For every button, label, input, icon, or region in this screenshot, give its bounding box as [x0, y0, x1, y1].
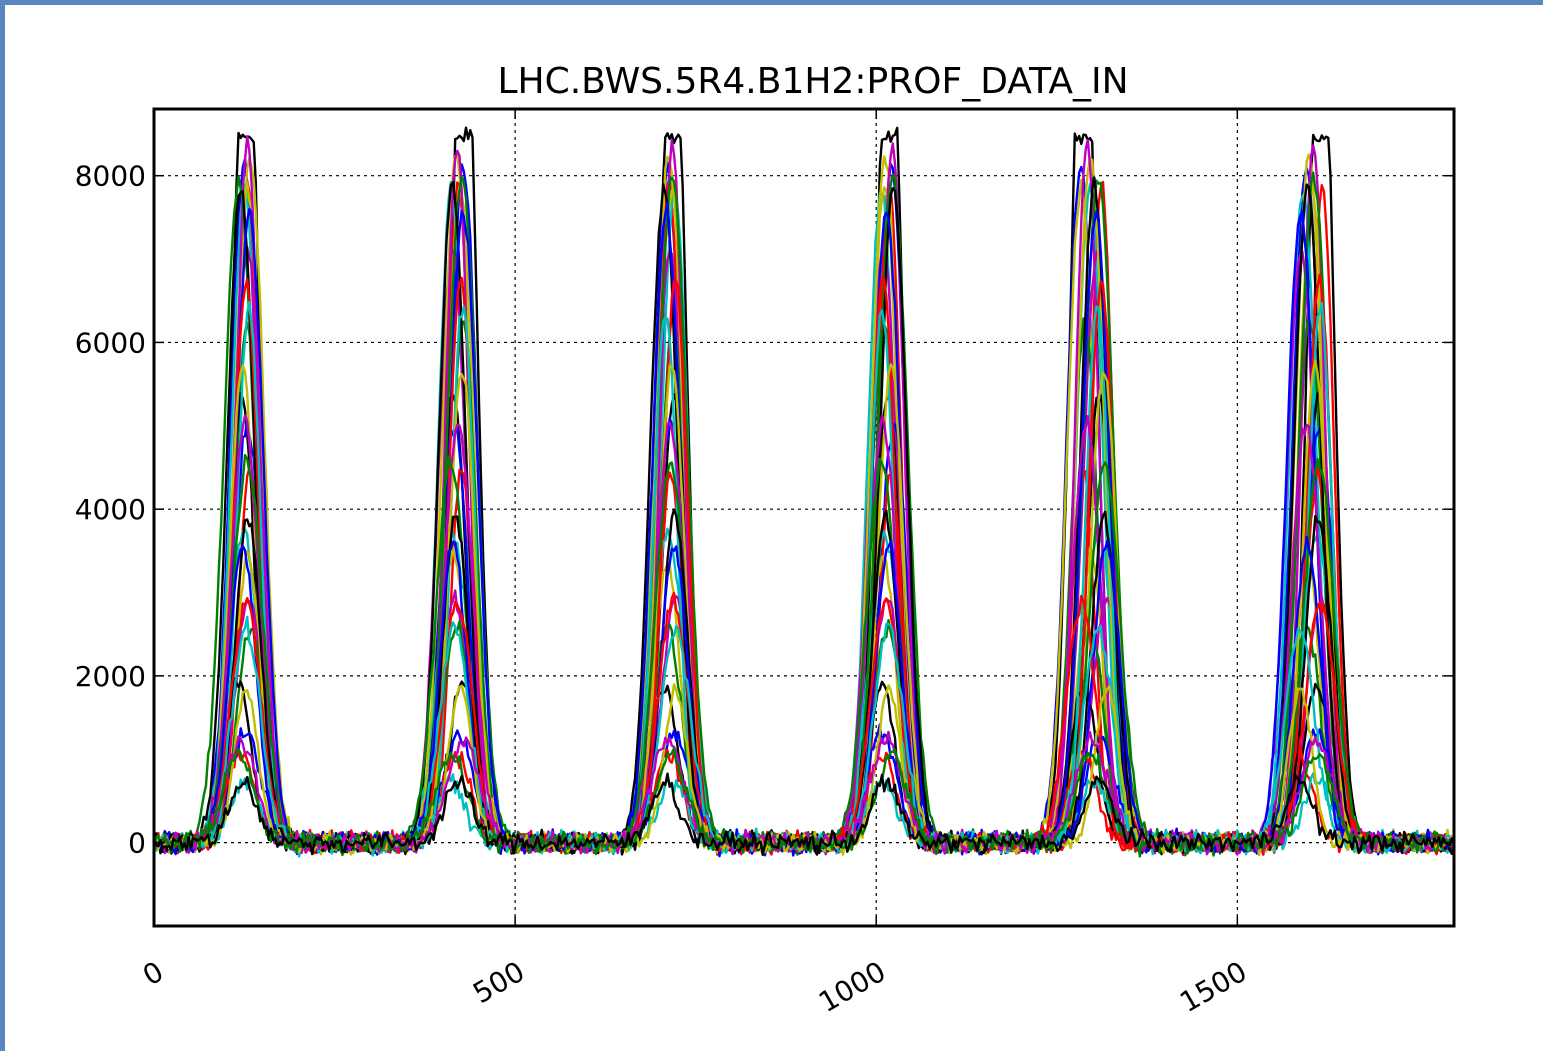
series-line	[154, 178, 1454, 855]
series-line	[154, 135, 1454, 856]
series-line	[154, 527, 1454, 856]
x-tick-label: 500	[467, 955, 530, 1010]
plot-area-border	[152, 107, 1456, 928]
series-line	[154, 508, 1454, 856]
series-line	[154, 545, 1454, 856]
frame-left-border	[0, 0, 5, 1051]
y-tick-label: 0	[128, 827, 146, 860]
series-line	[154, 463, 1454, 856]
series-lines	[154, 126, 1454, 858]
series-line	[154, 615, 1454, 858]
series-line	[154, 273, 1454, 856]
series-line	[154, 359, 1454, 857]
series-line	[154, 535, 1454, 857]
x-tick-label: 1000	[813, 955, 891, 1019]
series-line	[154, 157, 1454, 856]
series-line	[154, 201, 1454, 858]
series-line	[154, 414, 1454, 856]
series-line	[154, 415, 1454, 856]
series-line	[154, 171, 1454, 857]
series-line	[154, 126, 1454, 856]
series-line	[154, 315, 1454, 857]
series-line	[154, 178, 1454, 856]
series-line	[154, 676, 1454, 855]
y-tick-label: 2000	[75, 660, 146, 693]
x-tick-label: 0	[137, 955, 169, 992]
series-line	[154, 176, 1454, 854]
tick-marks	[153, 109, 1454, 926]
series-line	[154, 245, 1454, 855]
series-line	[154, 181, 1454, 855]
grid-lines	[154, 109, 1454, 926]
y-tick-label: 8000	[75, 160, 146, 193]
series-line	[154, 591, 1454, 854]
y-tick-label: 6000	[75, 326, 146, 359]
chart-title: LHC.BWS.5R4.B1H2:PROF_DATA_IN	[497, 61, 1128, 102]
y-tick-label: 4000	[75, 493, 146, 526]
series-line	[154, 615, 1454, 858]
frame-top-border	[0, 0, 1543, 5]
series-line	[154, 391, 1454, 856]
x-tick-label: 1500	[1174, 955, 1252, 1019]
series-line	[154, 589, 1454, 856]
series-line	[154, 683, 1454, 857]
series-line	[154, 153, 1454, 855]
series-line	[154, 453, 1454, 854]
series-line	[154, 772, 1454, 856]
series-line	[154, 300, 1454, 857]
